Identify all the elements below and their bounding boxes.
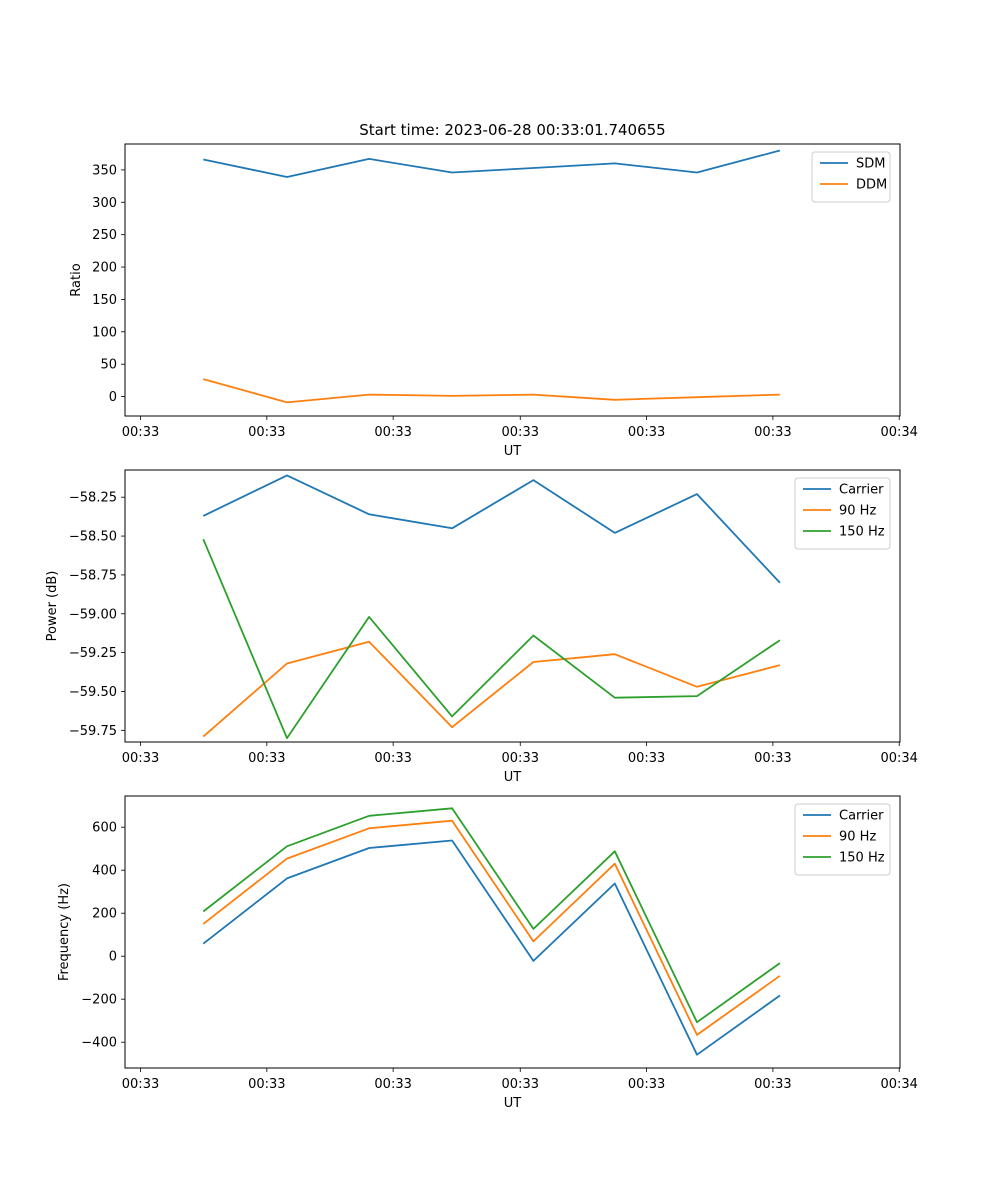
x-tick-label: 00:33 xyxy=(754,425,791,440)
legend-box xyxy=(811,151,891,203)
legend-label: Carrier xyxy=(839,809,884,824)
legend-label: 150 Hz xyxy=(839,851,885,866)
x-tick-label: 00:33 xyxy=(122,751,159,766)
y-tick-label: 0 xyxy=(109,950,117,965)
axes-frame xyxy=(124,143,901,417)
chart-panel-1: 00:33 00:33 00:33 00:33 00:33 00:33 00:34 0 50 10… xyxy=(69,121,918,459)
x-tick-label: 00:33 xyxy=(374,1077,411,1092)
y-tick-label: 200 xyxy=(92,907,117,922)
y-tick-label: −59.75 xyxy=(69,724,117,739)
x-tick-label: 00:34 xyxy=(880,1077,917,1092)
y-tick-label: 300 xyxy=(92,196,117,211)
x-tick-label: 00:33 xyxy=(754,1077,791,1092)
x-tick-label: 00:33 xyxy=(374,751,411,766)
series-line-ddm xyxy=(203,378,780,404)
x-tick-label: 00:33 xyxy=(502,425,539,440)
y-tick-label: −58.50 xyxy=(69,530,117,545)
y-axis-label: Power (dB) xyxy=(45,571,60,642)
y-tick-label: −400 xyxy=(81,1036,117,1051)
chart-panels: 00:33 00:33 00:33 00:33 00:33 00:33 00:34 0 50 10… xyxy=(45,121,918,1111)
x-tick-label: 00:34 xyxy=(880,425,917,440)
series-line-carrier xyxy=(202,839,781,1056)
y-tick-label: 250 xyxy=(92,228,117,243)
x-tick-label: 00:33 xyxy=(122,1077,159,1092)
x-tick-label: 00:33 xyxy=(502,1077,539,1092)
x-tick-label: 00:33 xyxy=(122,425,159,440)
y-tick-label: −59.00 xyxy=(69,607,117,622)
legend-label: 150 Hz xyxy=(839,525,885,540)
y-tick-label: 600 xyxy=(92,821,117,836)
y-tick-label: −59.25 xyxy=(69,646,117,661)
series-line-150-hz xyxy=(202,538,781,739)
y-tick-label: 100 xyxy=(92,325,117,340)
y-tick-label: 0 xyxy=(109,390,117,405)
chart-panel-2: 00:33 00:33 00:33 00:33 00:33 00:33 00:34 −59.7… xyxy=(45,469,918,785)
x-tick-label: 00:33 xyxy=(374,425,411,440)
x-tick-label: 00:33 xyxy=(628,1077,665,1092)
series-line-90-hz xyxy=(202,640,781,738)
y-tick-label: 200 xyxy=(92,261,117,276)
legend-label: DDM xyxy=(856,178,887,193)
legend: Carrier 90 Hz 150 Hz xyxy=(794,803,891,876)
y-tick-label: −58.25 xyxy=(69,491,117,506)
x-tick-label: 00:33 xyxy=(754,751,791,766)
legend: Carrier 90 Hz 150 Hz xyxy=(794,477,891,550)
y-tick-label: −200 xyxy=(81,993,117,1008)
y-axis-label: Frequency (Hz) xyxy=(57,883,72,981)
y-tick-label: −58.75 xyxy=(69,568,117,583)
x-axis-label: UT xyxy=(504,1096,522,1111)
x-tick-label: 00:33 xyxy=(502,751,539,766)
y-tick-label: 350 xyxy=(92,163,117,178)
series-line-90-hz xyxy=(202,819,781,1036)
legend-label: 90 Hz xyxy=(839,504,876,519)
x-axis-label: UT xyxy=(504,770,522,785)
y-tick-label: 150 xyxy=(92,293,117,308)
x-tick-label: 00:33 xyxy=(248,1077,285,1092)
legend: SDM DDM xyxy=(811,151,891,203)
axes-frame xyxy=(124,469,901,743)
x-tick-label: 00:33 xyxy=(248,751,285,766)
series-line-sdm xyxy=(203,149,781,178)
x-tick-label: 00:33 xyxy=(628,425,665,440)
series-line-carrier xyxy=(202,474,781,584)
x-axis-label: UT xyxy=(504,444,522,459)
y-tick-label: −59.50 xyxy=(69,685,117,700)
chart-title: Start time: 2023-06-28 00:33:01.740655 xyxy=(359,121,665,139)
series-line-150-hz xyxy=(202,807,781,1024)
x-tick-label: 00:34 xyxy=(880,751,917,766)
legend-label: 90 Hz xyxy=(839,830,876,845)
x-tick-label: 00:33 xyxy=(248,425,285,440)
chart-panel-3: 00:33 00:33 00:33 00:33 00:33 00:33 00:34 −400 −… xyxy=(57,795,918,1111)
axes-frame xyxy=(124,795,901,1069)
legend-label: Carrier xyxy=(839,483,884,498)
legend-label: SDM xyxy=(856,157,885,172)
y-axis-label: Ratio xyxy=(69,263,84,296)
y-tick-label: 400 xyxy=(92,864,117,879)
x-tick-label: 00:33 xyxy=(628,751,665,766)
y-tick-label: 50 xyxy=(100,358,117,373)
